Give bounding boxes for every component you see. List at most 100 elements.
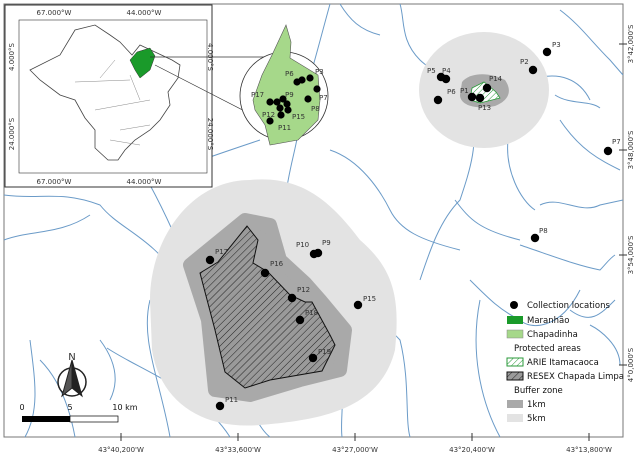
point-label: P7 (612, 138, 621, 146)
collection-point-p11 (215, 401, 225, 411)
point-label: P11 (225, 396, 238, 404)
inset-brazil-map: 67.000°W 44.000°W 67.000°W 44.000°W 4.00… (4, 4, 214, 188)
right-axis: 3°42,000'S 3°48,000'S 3°54,000'S 4°0,000'S (619, 24, 635, 382)
legend-resex-swatch (506, 371, 524, 381)
bottom-tick-label: 43°27,000'W (332, 446, 378, 454)
svg-text:44.000°W: 44.000°W (127, 9, 162, 17)
point-label: P3 (552, 41, 561, 49)
svg-text:5: 5 (67, 403, 72, 412)
collection-point-p14 (482, 83, 492, 93)
legend-1km-swatch (507, 400, 523, 408)
svg-text:67.000°W: 67.000°W (37, 9, 72, 17)
right-tick-label: 3°54,000'S (627, 235, 635, 274)
point-label: P6 (447, 88, 456, 96)
collection-point-p13 (475, 93, 485, 103)
point-label: P10 (296, 241, 309, 249)
collection-point-p3 (542, 47, 552, 57)
bottom-tick-label: 43°40,200'W (98, 446, 144, 454)
chapadinha-point-label: P6 (285, 70, 294, 78)
point-label: P5 (427, 67, 436, 75)
point-label: P1 (460, 87, 469, 95)
point-label: P2 (520, 58, 529, 66)
svg-text:Maranhão: Maranhão (527, 316, 569, 326)
collection-point-p18 (295, 315, 305, 325)
point-label: P9 (322, 239, 331, 247)
collection-point-p2 (528, 65, 538, 75)
collection-point-p15 (353, 300, 363, 310)
chapadinha-point-label: P17 (251, 91, 264, 99)
right-tick-label: 4°0,000'S (627, 347, 635, 382)
legend-maranhao-swatch (507, 316, 523, 324)
bottom-axis: 43°40,200'W 43°33,600'W 43°27,000'W 43°20,4… (98, 433, 612, 454)
legend-chapadinha-swatch (506, 329, 524, 339)
svg-text:5km: 5km (527, 414, 546, 424)
bottom-tick-label: 43°20,400'W (449, 446, 495, 454)
resex-chapada-limpa-area (199, 225, 336, 389)
collection-point-p10 (309, 249, 319, 259)
collection-points: P1P2P3P4P5P6P7P8P9P10P11P12P13P14P15P16P… (205, 41, 621, 411)
point-label: P12 (297, 286, 310, 294)
chapadinha-point-label: P12 (262, 111, 275, 119)
north-label: N (68, 352, 75, 363)
svg-text:Collection locations: Collection locations (527, 301, 610, 311)
svg-text:Chapadinha: Chapadinha (527, 330, 578, 340)
chapadinha-point (276, 104, 284, 112)
legend-5km-swatch (507, 414, 523, 422)
chapadinha-point (277, 111, 285, 119)
chapadinha-point (283, 100, 291, 108)
maranhao-state (129, 47, 156, 79)
north-arrow-icon: N (57, 352, 87, 398)
legend: Collection locations Maranhão Chapadinha… (506, 301, 624, 424)
point-label: P18 (305, 309, 318, 317)
point-label: P8 (539, 227, 548, 235)
svg-text:44.000°W: 44.000°W (127, 178, 162, 186)
right-tick-label: 3°48,000'S (627, 130, 635, 169)
svg-text:Buffer zone: Buffer zone (514, 386, 563, 396)
svg-text:RESEX Chapada Limpa: RESEX Chapada Limpa (527, 372, 624, 382)
legend-arie-swatch (506, 357, 524, 367)
svg-text:24.000°S: 24.000°S (8, 117, 16, 150)
point-label: P16 (270, 260, 284, 268)
chapadinha-point (266, 117, 274, 125)
chapadinha-point (284, 106, 292, 114)
svg-text:ARIE Itamacaoca: ARIE Itamacaoca (527, 358, 599, 368)
collection-point-p5 (436, 72, 446, 82)
legend-collection-swatch (510, 301, 518, 309)
point-label: P14 (489, 75, 503, 83)
chapadinha-point (304, 95, 312, 103)
scale-bar: 0 5 10 km (19, 403, 138, 423)
collection-point-p8 (530, 233, 540, 243)
svg-text:10 km: 10 km (112, 403, 137, 412)
svg-text:1km: 1km (527, 400, 546, 410)
svg-text:67.000°W: 67.000°W (37, 178, 72, 186)
chapadinha-point-label: P9 (285, 91, 294, 99)
chapadinha-point (298, 76, 306, 84)
chapadinha-point-label: P15 (292, 113, 305, 121)
svg-text:4.000°S: 4.000°S (8, 42, 16, 71)
svg-text:Protected areas: Protected areas (514, 344, 581, 354)
chapadinha-point-label: P3 (315, 68, 324, 76)
point-label: P19 (318, 348, 331, 356)
collection-point-p7 (603, 146, 613, 156)
svg-text:24.000°S: 24.000°S (206, 118, 214, 151)
chapadinha-point (273, 98, 281, 106)
point-label: P13 (478, 104, 491, 112)
chapadinha-point (306, 74, 314, 82)
chapadinha-point-label: P11 (278, 124, 291, 132)
collection-point-p16 (260, 268, 270, 278)
right-tick-label: 3°42,000'S (627, 24, 635, 63)
collection-point-p12 (287, 293, 297, 303)
point-label: P4 (442, 67, 451, 75)
collection-point-p17 (205, 255, 215, 265)
bottom-tick-label: 43°33,600'W (215, 446, 261, 454)
point-label: P15 (363, 295, 376, 303)
collection-point-p6 (433, 95, 443, 105)
chapadinha-point-label: P8 (311, 105, 320, 113)
collection-point-p1 (467, 92, 477, 102)
svg-text:0: 0 (19, 403, 24, 412)
chapadinha-point-label: P7 (319, 94, 328, 102)
chapadinha-point (279, 95, 287, 103)
point-label: P17 (215, 248, 228, 256)
